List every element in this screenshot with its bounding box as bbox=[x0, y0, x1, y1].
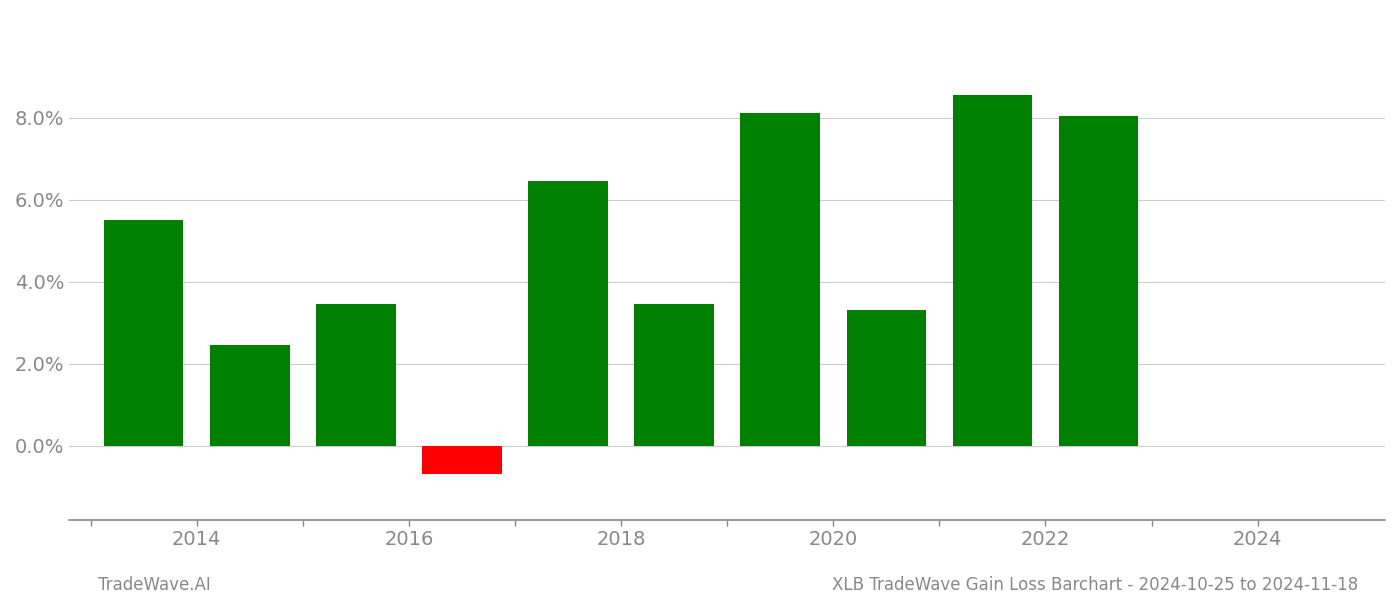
Bar bbox=[423, 446, 501, 475]
Bar bbox=[316, 304, 396, 446]
Bar bbox=[847, 310, 927, 446]
Bar bbox=[634, 304, 714, 446]
Bar bbox=[952, 95, 1032, 446]
Bar bbox=[528, 181, 608, 446]
Bar bbox=[104, 220, 183, 446]
Text: TradeWave.AI: TradeWave.AI bbox=[98, 576, 211, 594]
Text: XLB TradeWave Gain Loss Barchart - 2024-10-25 to 2024-11-18: XLB TradeWave Gain Loss Barchart - 2024-… bbox=[832, 576, 1358, 594]
Bar bbox=[741, 113, 820, 446]
Bar bbox=[210, 345, 290, 446]
Bar bbox=[1058, 116, 1138, 446]
